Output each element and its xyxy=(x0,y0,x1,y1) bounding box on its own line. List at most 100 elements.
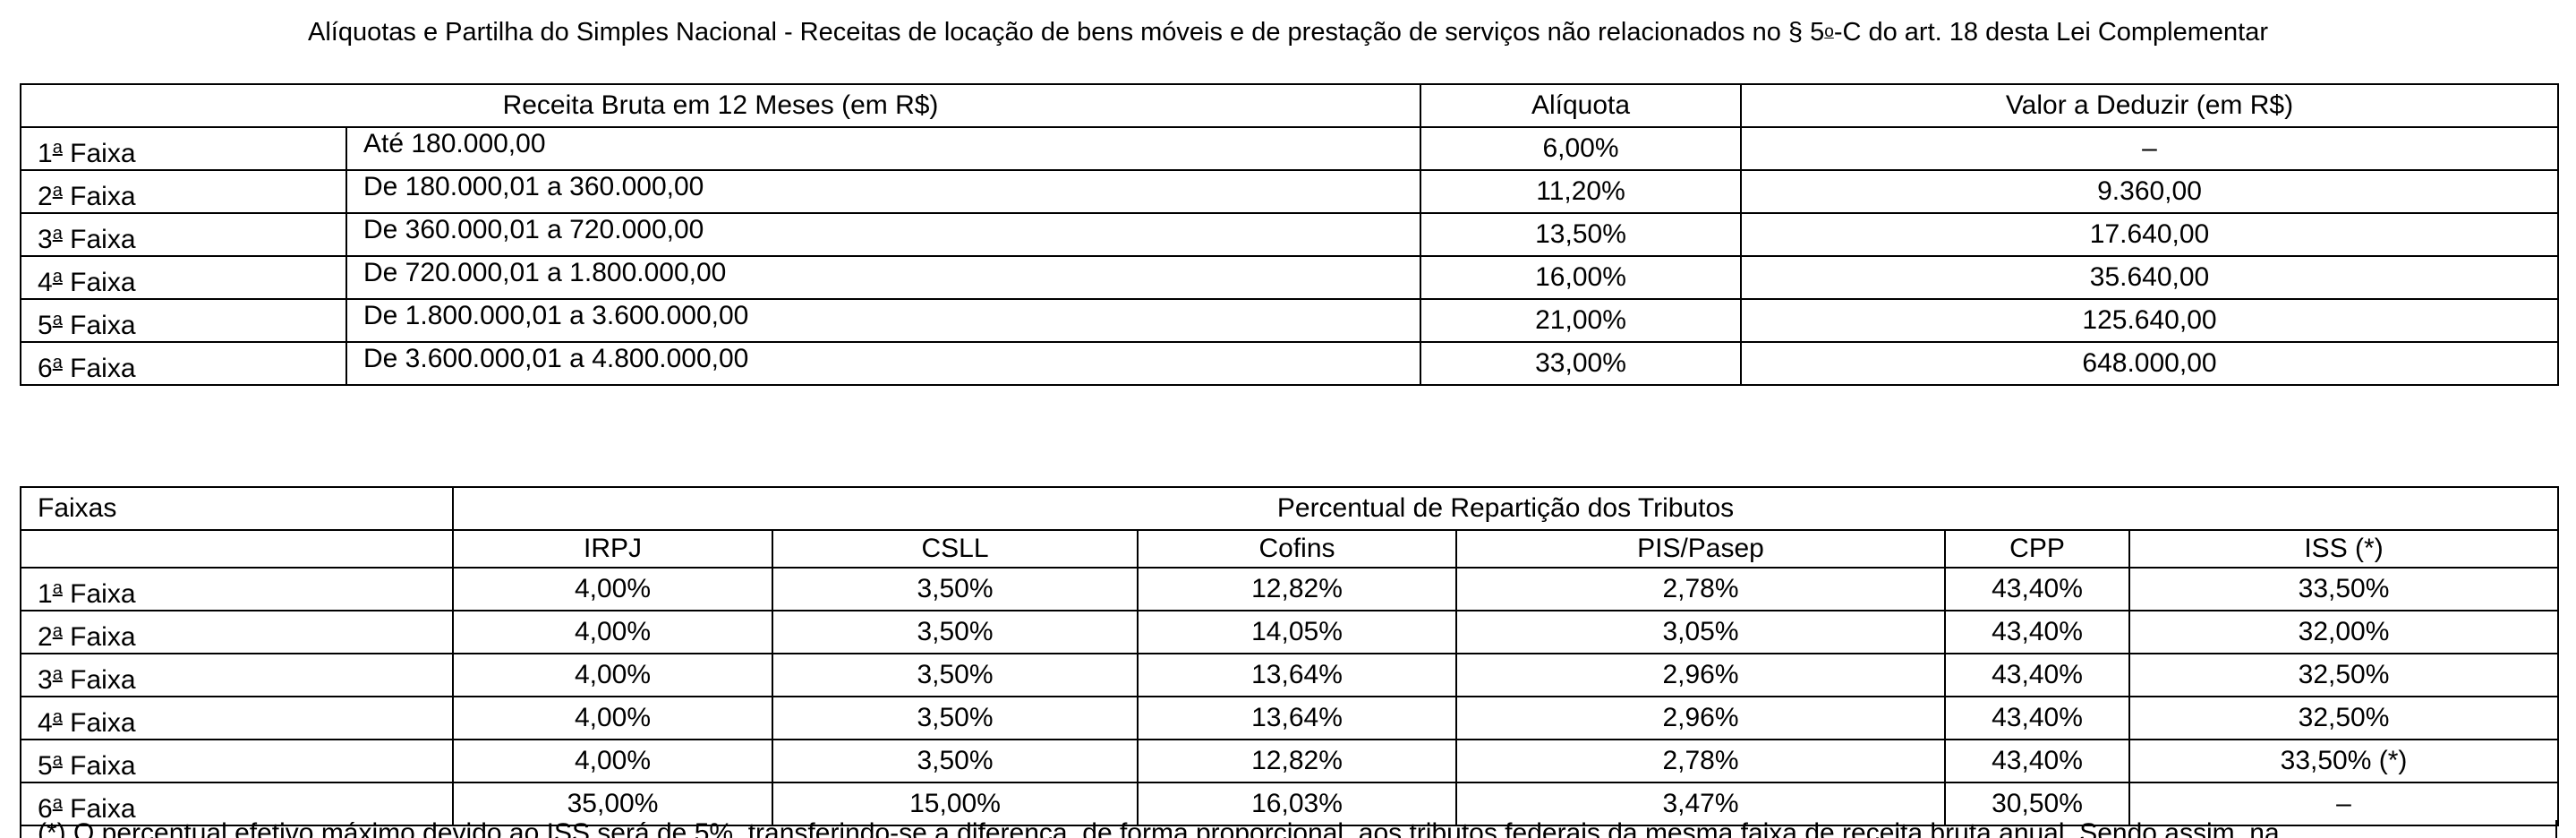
col-csll: CSLL xyxy=(772,529,1139,569)
faixa-ordinal: a xyxy=(52,353,63,372)
reparticao-row: 6a Faixa 35,00% 15,00% 16,03% 3,47% 30,50% – xyxy=(20,782,2560,826)
cofins-value: 13,64% xyxy=(1137,696,1457,740)
faixa-word: Faixa xyxy=(62,579,136,609)
iss-value: 33,50% (*) xyxy=(2128,739,2560,783)
valor-deduzir-value: – xyxy=(1740,126,2559,171)
csll-value: 3,50% xyxy=(772,653,1139,697)
pis-pasep-value: 2,78% xyxy=(1455,567,1946,611)
faixa-ordinal: a xyxy=(52,664,63,684)
empty-header-cell xyxy=(20,529,454,569)
faixa-label: 5a Faixa xyxy=(20,298,347,343)
reparticao-row: 1a Faixa 4,00% 3,50% 12,82% 2,78% 43,40% 33,50… xyxy=(20,567,2560,611)
pis-pasep-value: 2,78% xyxy=(1455,739,1946,783)
irpj-value: 4,00% xyxy=(452,653,773,697)
faixa-ordinal: a xyxy=(52,578,63,598)
pis-pasep-value: 3,05% xyxy=(1455,610,1946,654)
aliquota-value: 33,00% xyxy=(1420,341,1742,386)
receita-range: De 180.000,01 a 360.000,00 xyxy=(345,169,1421,214)
faixa-word: Faixa xyxy=(62,751,136,781)
aliquota-row: 4a Faixa De 720.000,01 a 1.800.000,00 16,0… xyxy=(20,255,2559,300)
faixa-label: 3a Faixa xyxy=(20,653,454,697)
title-main: Alíquotas e Partilha do Simples Nacional… xyxy=(307,18,1825,47)
faixa-ordinal: a xyxy=(52,750,63,770)
col-irpj: IRPJ xyxy=(452,529,773,569)
faixa-number: 1 xyxy=(38,139,53,168)
col-cofins: Cofins xyxy=(1137,529,1457,569)
receita-range: De 360.000,01 a 720.000,00 xyxy=(345,212,1421,257)
iss-value: 32,50% xyxy=(2128,696,2560,740)
header-aliquota: Alíquota xyxy=(1420,83,1742,128)
aliquota-value: 16,00% xyxy=(1420,255,1742,300)
cpp-value: 43,40% xyxy=(1944,653,2130,697)
faixa-word: Faixa xyxy=(62,225,136,254)
aliquota-row: 2a Faixa De 180.000,01 a 360.000,00 11,20%… xyxy=(20,169,2559,214)
cpp-value: 43,40% xyxy=(1944,567,2130,611)
csll-value: 3,50% xyxy=(772,739,1139,783)
col-cpp: CPP xyxy=(1944,529,2130,569)
header-faixas: Faixas xyxy=(20,486,454,531)
pis-pasep-value: 3,47% xyxy=(1455,782,1946,826)
faixa-label: 6a Faixa xyxy=(20,341,347,386)
aliquota-row: 6a Faixa De 3.600.000,01 a 4.800.000,00 33… xyxy=(20,341,2559,386)
faixa-number: 4 xyxy=(38,268,53,297)
faixa-label: 4a Faixa xyxy=(20,696,454,740)
valor-deduzir-value: 17.640,00 xyxy=(1740,212,2559,257)
faixa-ordinal: a xyxy=(52,138,63,158)
reparticao-row: 4a Faixa 4,00% 3,50% 13,64% 2,96% 43,40% 32,50… xyxy=(20,696,2560,740)
repartição-header-row: Faixas Percentual de Repartição dos Trib… xyxy=(20,486,2560,531)
page-title: Alíquotas e Partilha do Simples Nacional… xyxy=(0,9,2576,56)
aliquotas-header-row: Receita Bruta em 12 Meses (em R$) Alíquo… xyxy=(20,83,2559,128)
footnote: (*) O percentual efetivo máximo devido a… xyxy=(20,820,2557,838)
col-iss: ISS (*) xyxy=(2128,529,2560,569)
faixa-number: 2 xyxy=(38,182,53,211)
faixa-ordinal: a xyxy=(52,181,63,201)
faixa-number: 6 xyxy=(38,794,53,824)
faixa-word: Faixa xyxy=(62,268,136,297)
iss-value: 33,50% xyxy=(2128,567,2560,611)
cpp-value: 30,50% xyxy=(1944,782,2130,826)
irpj-value: 4,00% xyxy=(452,567,773,611)
faixa-ordinal: a xyxy=(52,707,63,727)
faixa-label: 3a Faixa xyxy=(20,212,347,257)
faixa-word: Faixa xyxy=(62,354,136,383)
faixa-ordinal: a xyxy=(52,224,63,244)
receita-range: De 1.800.000,01 a 3.600.000,00 xyxy=(345,298,1421,343)
faixa-label: 2a Faixa xyxy=(20,169,347,214)
cofins-value: 13,64% xyxy=(1137,653,1457,697)
faixa-number: 2 xyxy=(38,622,53,652)
aliquota-value: 6,00% xyxy=(1420,126,1742,171)
irpj-value: 4,00% xyxy=(452,696,773,740)
aliquota-row: 1a Faixa Até 180.000,00 6,00% – xyxy=(20,126,2559,171)
iss-value: 32,50% xyxy=(2128,653,2560,697)
faixa-number: 5 xyxy=(38,311,53,340)
repartição-table: Faixas Percentual de Repartição dos Trib… xyxy=(20,486,2560,826)
title-superscript: o xyxy=(1824,22,1834,41)
faixa-label: 5a Faixa xyxy=(20,739,454,783)
faixa-word: Faixa xyxy=(62,182,136,211)
aliquota-value: 11,20% xyxy=(1420,169,1742,214)
reparticao-row: 5a Faixa 4,00% 3,50% 12,82% 2,78% 43,40% 33,50… xyxy=(20,739,2560,783)
faixa-word: Faixa xyxy=(62,139,136,168)
csll-value: 3,50% xyxy=(772,696,1139,740)
csll-value: 15,00% xyxy=(772,782,1139,826)
valor-deduzir-value: 35.640,00 xyxy=(1740,255,2559,300)
faixa-number: 3 xyxy=(38,225,53,254)
header-receita-bruta: Receita Bruta em 12 Meses (em R$) xyxy=(20,83,1421,128)
reparticao-row: 3a Faixa 4,00% 3,50% 13,64% 2,96% 43,40% 32,50… xyxy=(20,653,2560,697)
iss-value: 32,00% xyxy=(2128,610,2560,654)
faixa-label: 1a Faixa xyxy=(20,567,454,611)
faixa-number: 3 xyxy=(38,665,53,695)
faixa-word: Faixa xyxy=(62,708,136,738)
faixa-label: 4a Faixa xyxy=(20,255,347,300)
receita-range: De 3.600.000,01 a 4.800.000,00 xyxy=(345,341,1421,386)
cofins-value: 12,82% xyxy=(1137,567,1457,611)
aliquotas-table: Receita Bruta em 12 Meses (em R$) Alíquo… xyxy=(20,83,2559,386)
receita-range: Até 180.000,00 xyxy=(345,126,1421,171)
csll-value: 3,50% xyxy=(772,567,1139,611)
faixa-label: 6a Faixa xyxy=(20,782,454,826)
cpp-value: 43,40% xyxy=(1944,696,2130,740)
cpp-value: 43,40% xyxy=(1944,739,2130,783)
irpj-value: 4,00% xyxy=(452,739,773,783)
aliquota-value: 21,00% xyxy=(1420,298,1742,343)
valor-deduzir-value: 648.000,00 xyxy=(1740,341,2559,386)
